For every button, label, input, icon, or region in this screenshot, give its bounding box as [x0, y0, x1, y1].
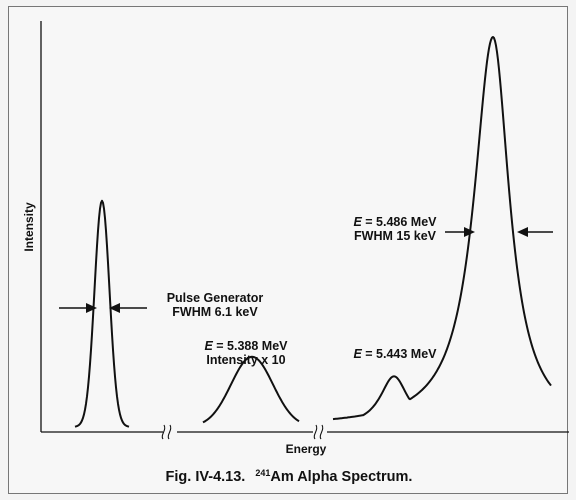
peak-5388-energy-label: E = 5.388 MeV: [204, 339, 288, 353]
peak-5388-intensity-label: Intensity x 10: [206, 353, 285, 367]
axis-break-mark: [161, 424, 172, 440]
pulse-generator-fwhm-label: FWHM 6.1 keV: [172, 305, 258, 319]
pulse-generator-curve: [74, 199, 130, 428]
peak-5388-curve: [202, 355, 300, 424]
peak-5486-fwhm-label: FWHM 15 keV: [354, 229, 437, 243]
peak-5486-energy-label: E = 5.486 MeV: [353, 215, 437, 229]
fwhm-arrows-main-peak: [445, 227, 553, 237]
figure-panel: Intensity Energy Pulse Generator FWHM 6.…: [8, 6, 569, 494]
x-axis-label: Energy: [286, 442, 327, 456]
peak-5443-energy-label: E = 5.443 MeV: [353, 347, 437, 361]
fwhm-arrows-pulse-generator: [59, 303, 147, 313]
peak-5443-main-peak-curve: [332, 36, 552, 421]
figure-caption: Fig. IV-4.13. 241Am Alpha Spectrum.: [166, 468, 413, 485]
axis-break-mark: [313, 424, 324, 440]
pulse-generator-label: Pulse Generator: [167, 291, 264, 305]
y-axis-label: Intensity: [22, 202, 36, 252]
alpha-spectrum-chart: Intensity Energy Pulse Generator FWHM 6.…: [22, 21, 569, 485]
